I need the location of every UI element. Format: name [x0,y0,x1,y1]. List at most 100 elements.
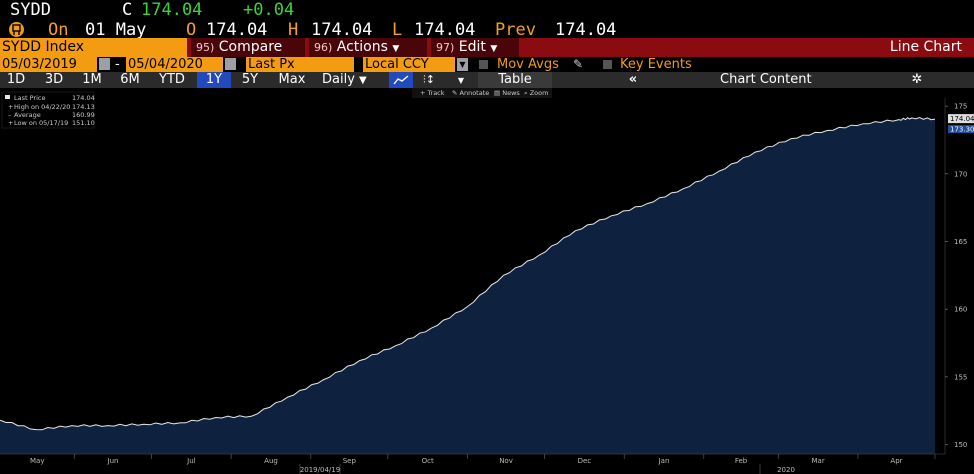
security-name: SYDD Index [2,39,84,55]
quote-line-2: On 01 May O 174.04 H 174.04 L 174.04 Pre… [0,20,974,40]
range-label: 6M [120,72,140,87]
range-toolbar: 1D 3D 1M 6M YTD 1Y 5Y Max Daily ▼ ⫶↕ ▼ T… [0,72,974,88]
range-1y-button[interactable]: 1Y [197,72,231,88]
calendar-icon[interactable] [225,58,236,70]
y-tick-label: 155 [954,373,967,381]
bar-style-toggle[interactable]: ⫶↕ [417,72,441,88]
x-tick-label: Nov [499,457,513,465]
price-field: Last Px [248,57,295,72]
data-point [646,202,649,205]
security-field[interactable]: SYDD Index [0,38,187,57]
calendar-icon[interactable] [99,58,110,70]
legend-high-value: 174.13 [72,103,95,111]
data-point [790,137,793,140]
data-point [718,170,721,173]
chart-type-label: Line Chart [890,38,962,57]
compare-button[interactable]: 95) Compare [191,38,305,57]
currency-select[interactable]: Local CCY [363,57,455,72]
chevron-down-icon: ▼ [359,75,367,86]
table-button[interactable]: Table [478,72,552,88]
menu-bar: SYDD Index 95) Compare 96) Actions ▼ 97)… [0,38,974,57]
pencil-icon[interactable]: ✎ [573,57,584,71]
actions-number: 96) [314,41,333,54]
collapse-panel-button[interactable]: « [622,72,644,88]
gear-icon: ✲ [911,72,923,87]
chart-type: Line Chart [889,39,962,55]
start-date-field[interactable]: 05/03/2019 [0,57,97,72]
settings-button[interactable]: ✲ [900,72,934,88]
range-6m-button[interactable]: 6M [114,72,146,88]
y-tick-label: 170 [954,170,967,178]
date-separator: - [115,57,120,72]
key-events-label: Key Events [620,57,692,72]
quote-line-1: SYDD C 174.04 +0.04 [0,0,974,20]
y-tick-label: 165 [954,238,967,246]
year-label: 2020 [777,466,795,474]
range-ytd-button[interactable]: YTD [152,72,192,88]
compare-label: Compare [218,39,283,55]
data-point [826,129,829,132]
data-point [394,344,397,347]
key-events-checkbox[interactable] [603,60,612,69]
chart-content-button[interactable]: Chart Content [700,72,830,88]
price-area [0,117,935,454]
data-point [754,151,757,154]
plot-area [0,116,936,454]
range-1m-button[interactable]: 1M [76,72,108,88]
news-tool[interactable]: ▤ News [494,89,520,97]
x-tick-label: Aug [264,457,278,465]
range-label: 1M [82,72,102,87]
x-tick-label: Dec [578,457,592,465]
data-point [34,428,37,431]
x-tick-label: Oct [422,457,434,465]
mov-avgs-label: Mov Avgs [497,57,559,72]
average-price-tag [948,125,974,134]
chart-content-label: Chart Content [720,72,812,87]
legend-last-price-label: Last Price [14,94,45,102]
range-5y-button[interactable]: 5Y [234,72,266,88]
average-marker-icon: – [8,111,11,119]
data-point [178,421,181,424]
line-chart-toggle[interactable] [389,72,413,88]
price-line [0,116,936,431]
range-1d-button[interactable]: 1D [0,72,32,88]
price-chart[interactable]: 150 155 160 165 170 175 174.04 173.30 May Jun Jul… [0,88,974,474]
edit-number: 97) [436,41,455,54]
line-chart-icon [393,75,409,85]
open-value: 174.04 [206,20,268,40]
data-point [142,423,145,426]
trade-status-icon [9,22,24,37]
range-label: Max [278,72,306,87]
range-3d-button[interactable]: 3D [38,72,70,88]
mov-avgs-checkbox[interactable] [479,60,488,69]
frequency-select[interactable]: Daily ▼ [316,72,386,88]
annotate-tool[interactable]: ✎ Annotate [452,89,489,97]
on-label: On [48,20,69,40]
end-date-field[interactable]: 05/04/2020 [126,57,223,72]
price-field-select[interactable]: Last Px [246,57,354,72]
data-point [430,327,433,330]
x-tick-label: Sep [343,457,357,465]
open-label: O [186,20,197,40]
x-tick-label: Feb [735,457,748,465]
x-tick-label: Jun [107,457,119,465]
track-tool[interactable]: + Track [420,89,445,97]
data-point [862,122,865,125]
average-price-tag-label: 173.30 [950,126,974,134]
data-point [466,305,469,308]
table-label: Table [498,72,532,87]
pencil-icon: ✎ [452,89,460,97]
actions-menu[interactable]: 96) Actions ▼ [309,38,427,57]
edit-menu[interactable]: 97) Edit ▼ [431,38,519,57]
end-date: 05/04/2020 [128,57,203,72]
track-label: Track [427,89,445,97]
legend-average-value: 160.99 [72,111,95,119]
range-label: 1D [6,72,26,87]
chart-style-dropdown[interactable]: ▼ [446,72,476,88]
range-max-button[interactable]: Max [272,72,312,88]
x-tick-label: Apr [890,457,902,465]
chevron-down-icon[interactable]: ▼ [457,58,468,71]
legend-low-value: 151.10 [72,119,95,127]
zoom-tool[interactable]: ⌕ Zoom [524,89,548,97]
data-point [70,424,73,427]
